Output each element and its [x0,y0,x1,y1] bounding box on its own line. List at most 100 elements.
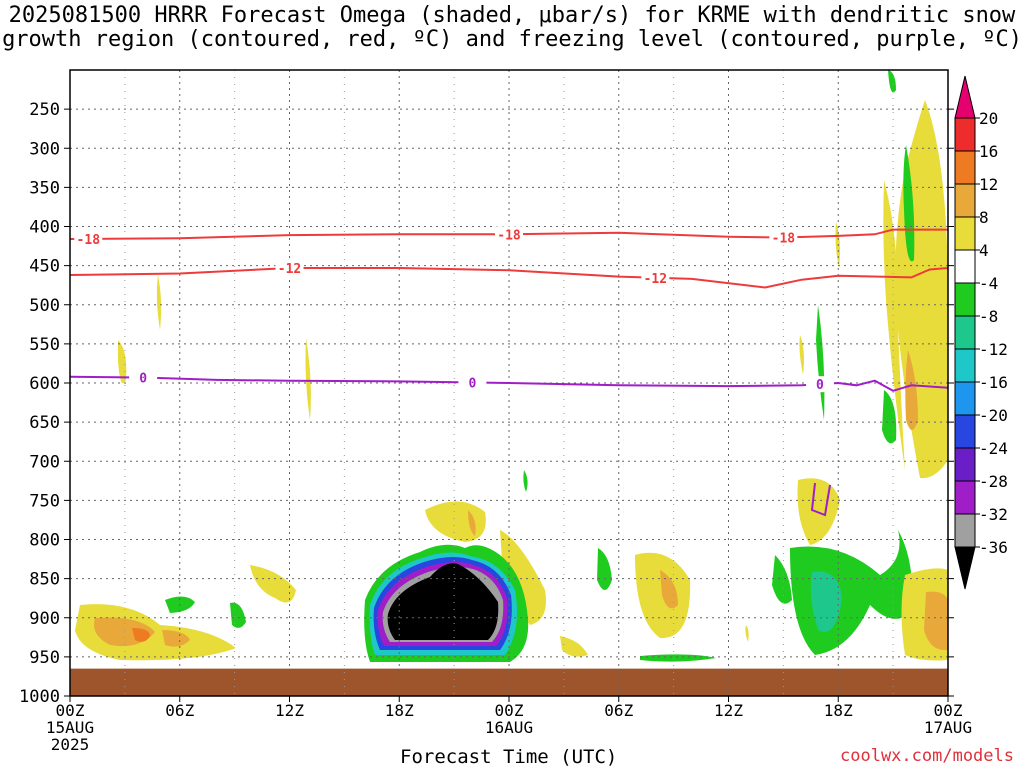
contour-label-0-1: -18 [497,228,521,243]
colorbar-label-12: -32 [979,505,1008,524]
colorbar-bin-9 [954,381,976,416]
omega-shade-region-14 [560,636,588,657]
omega-shade-region-31 [888,70,896,93]
contour-label-2-0: 0 [139,372,147,387]
colorbar-bin-1 [954,117,976,152]
colorbar-label-9: -20 [979,406,1008,425]
omega-shade-region-25 [924,591,948,651]
colorbar-bin-7 [954,315,976,350]
omega-shade-region-10 [305,338,311,420]
omega-shade-region-30 [882,390,897,444]
credit-text: coolwx.com/models [840,746,1014,766]
omega-shade-region-9 [156,275,162,330]
y-tick-label-750: 750 [29,491,60,511]
omega-shade-region-23 [810,571,842,632]
colorbar-label-1: 16 [979,142,998,161]
omega-core-ring-6 [387,563,499,640]
contour-dgz-0 [69,228,948,240]
contour-label-bg-2-1 [458,374,487,391]
omega-shade-region-35 [745,625,749,642]
colorbar-label-7: -12 [979,340,1008,359]
y-tick-label-350: 350 [29,178,60,198]
x-tick-label-24-1: 16AUG [485,718,533,737]
y-tick-label-300: 300 [29,139,60,159]
colorbar-bin-8 [954,348,976,383]
omega-shade-region-16 [660,570,678,609]
colorbar-bin-4 [954,216,976,251]
x-tick-label-48-0: 00Z [934,701,963,720]
contour-label-2-1: 0 [469,376,477,391]
y-tick-label-650: 650 [29,413,60,433]
contour-label-bg-2-0 [129,369,158,386]
freezing-level-dip [810,482,831,517]
y-tick-label-800: 800 [29,531,60,551]
chart-title: 2025081500 HRRR Forecast Omega (shaded, … [0,4,1024,52]
y-tick-label-400: 400 [29,218,60,238]
omega-shade-region-8 [118,340,127,384]
contour-label-bg-0-0 [74,230,103,247]
x-tick-label-30-0: 06Z [604,701,633,720]
omega-shade-region-21 [772,555,792,604]
x-axis-label: Forecast Time (UTC) [400,746,618,768]
omega-shade-region-19 [523,470,528,492]
contour-label-0-2: -18 [772,231,796,246]
omega-shade-region-11 [425,501,486,542]
x-tick-label-24-0: 00Z [495,701,524,720]
omega-shade-region-34 [799,335,804,375]
contour-label-1-1: -12 [644,272,667,287]
omega-shade-region-27 [883,180,905,470]
contour-label-bg-1-0 [275,259,304,276]
omega-shade-region-17 [597,548,612,590]
colorbar-label-5: -4 [979,274,998,293]
colorbar-label-10: -24 [979,439,1008,458]
omega-shade-region-29 [903,145,915,262]
contour-freezing-2 [69,375,949,392]
contour-label-0-0: -18 [77,233,101,248]
y-tick-label-950: 950 [29,648,60,668]
omega-shade-region-4 [162,630,190,647]
y-tick-label-550: 550 [29,335,60,355]
colorbar-label-3: 8 [979,208,989,227]
colorbar-top-arrow [954,75,976,119]
x-tick-label-42-0: 18Z [824,701,853,720]
title-line-2: growth region (contoured, red, ºC) and f… [2,27,1022,52]
x-tick-label-0-1: 15AUG [46,718,94,737]
colorbar-bin-13 [954,513,976,548]
colorbar-bottom-arrow [954,546,976,590]
y-tick-label-500: 500 [29,296,60,316]
omega-shade-region-18 [640,654,716,662]
x-tick-label-48-1: 17AUG [924,718,972,737]
x-tick-label-0-0: 00Z [56,701,85,720]
y-tick-label-450: 450 [29,257,60,277]
colorbar-label-6: -8 [979,307,998,326]
y-tick-label-700: 700 [29,452,60,472]
colorbar-label-8: -16 [979,373,1008,392]
colorbar-label-2: 12 [979,175,998,194]
omega-shade-region-13 [500,530,546,625]
x-tick-label-6-0: 06Z [165,701,194,720]
x-tick-label-12-0: 12Z [275,701,304,720]
contour-label-bg-0-2 [769,229,798,246]
colorbar-bin-3 [954,183,976,218]
colorbar-bin-2 [954,150,976,185]
contour-label-2-2: 0 [816,378,824,393]
x-tick-label-36-0: 12Z [714,701,743,720]
y-tick-label-850: 850 [29,570,60,590]
y-tick-label-900: 900 [29,609,60,629]
omega-shade-region-28 [905,350,918,430]
omega-shade-region-7 [250,565,296,603]
x-tick-label-0-2: 2025 [51,735,90,754]
colorbar-bin-12 [954,480,976,515]
contour-label-bg-0-1 [495,226,523,243]
y-tick-label-250: 250 [29,100,60,120]
contour-label-bg-1-1 [641,269,670,286]
colorbar-bin-11 [954,447,976,482]
omega-shade-region-12 [468,510,476,536]
x-tick-label-18-0: 18Z [385,701,414,720]
contour-label-1-0: -12 [278,262,301,277]
title-line-1: 2025081500 HRRR Forecast Omega (shaded, … [8,3,1016,28]
colorbar-bin-5 [954,249,976,284]
colorbar-bin-6 [954,282,976,317]
colorbar-label-13: -36 [979,538,1008,557]
